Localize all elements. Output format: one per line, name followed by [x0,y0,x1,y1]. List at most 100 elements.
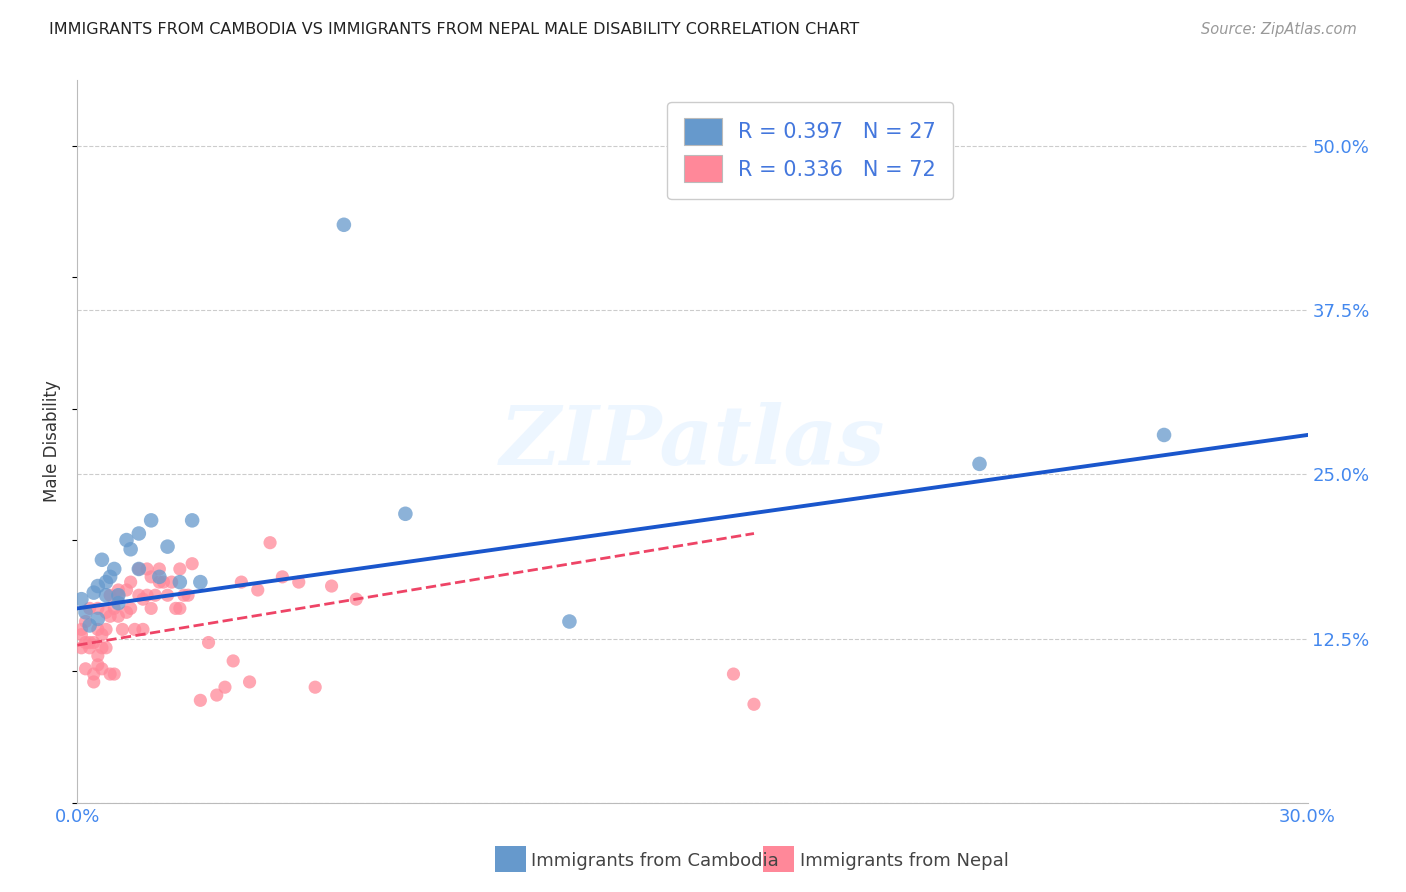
Point [90,627,114,641]
Point [259,535,281,549]
Point [188,575,212,590]
Point [94,588,117,602]
Point [94,605,117,619]
Point [83,585,105,599]
Point [1153,428,1175,442]
Text: Source: ZipAtlas.com: Source: ZipAtlas.com [1201,22,1357,37]
Point [70,592,93,607]
Point [152,575,174,590]
Point [120,542,142,557]
Point [79,618,101,632]
Point [98,570,121,584]
Point [115,582,138,597]
Point [148,570,170,584]
Text: Immigrants from Nepal: Immigrants from Nepal [800,852,1010,870]
Point [177,588,200,602]
Point [75,635,97,649]
Point [156,588,179,602]
Point [165,601,187,615]
Point [75,605,97,619]
Point [120,575,142,590]
Point [239,675,262,690]
Point [87,612,110,626]
Point [141,513,163,527]
Point [148,575,170,590]
Point [79,601,101,615]
Point [83,635,105,649]
Point [107,588,129,602]
Point [969,457,991,471]
Point [115,533,138,547]
Y-axis label: Male Disability: Male Disability [44,381,62,502]
Point [90,640,114,655]
Point [87,648,110,663]
Point [156,540,179,554]
Point [90,662,114,676]
Point [288,575,311,590]
Point [70,640,93,655]
Point [87,601,110,615]
Point [103,562,125,576]
Point [128,588,150,602]
Point [321,579,343,593]
Point [141,601,163,615]
Point [231,575,253,590]
Point [333,218,356,232]
Point [197,635,219,649]
Point [103,601,125,615]
Point [222,654,245,668]
Point [136,588,159,602]
Point [181,557,204,571]
Point [723,667,745,681]
Point [141,570,163,584]
Point [87,623,110,637]
Point [160,575,183,590]
Point [94,640,117,655]
Point [83,667,105,681]
Text: IMMIGRANTS FROM CAMBODIA VS IMMIGRANTS FROM NEPAL MALE DISABILITY CORRELATION CH: IMMIGRANTS FROM CAMBODIA VS IMMIGRANTS F… [49,22,859,37]
Point [111,623,134,637]
Point [169,575,191,590]
Point [148,562,170,576]
Point [87,579,110,593]
Point [136,562,159,576]
Point [128,562,150,576]
Point [87,657,110,672]
Point [79,635,101,649]
Point [75,662,97,676]
Point [124,623,146,637]
Point [120,601,142,615]
Legend: R = 0.397   N = 27, R = 0.336   N = 72: R = 0.397 N = 27, R = 0.336 N = 72 [668,102,953,199]
Point [169,601,191,615]
Point [205,688,228,702]
Point [107,596,129,610]
Text: ZIPatlas: ZIPatlas [499,401,886,482]
Point [98,609,121,624]
Point [214,680,236,694]
Point [107,609,129,624]
Point [107,582,129,597]
Point [188,693,212,707]
Point [79,640,101,655]
Point [70,623,93,637]
Point [94,623,117,637]
Point [103,667,125,681]
Point [132,623,155,637]
Point [173,588,195,602]
Point [742,698,765,712]
Point [304,680,326,694]
Point [115,605,138,619]
Point [132,592,155,607]
Point [558,615,581,629]
Text: Immigrants from Cambodia: Immigrants from Cambodia [531,852,779,870]
Point [83,675,105,690]
Point [394,507,416,521]
Point [344,592,367,607]
Point [94,575,117,590]
Point [169,562,191,576]
Point [98,667,121,681]
Point [75,615,97,629]
Point [143,588,166,602]
Point [246,582,269,597]
Point [128,526,150,541]
